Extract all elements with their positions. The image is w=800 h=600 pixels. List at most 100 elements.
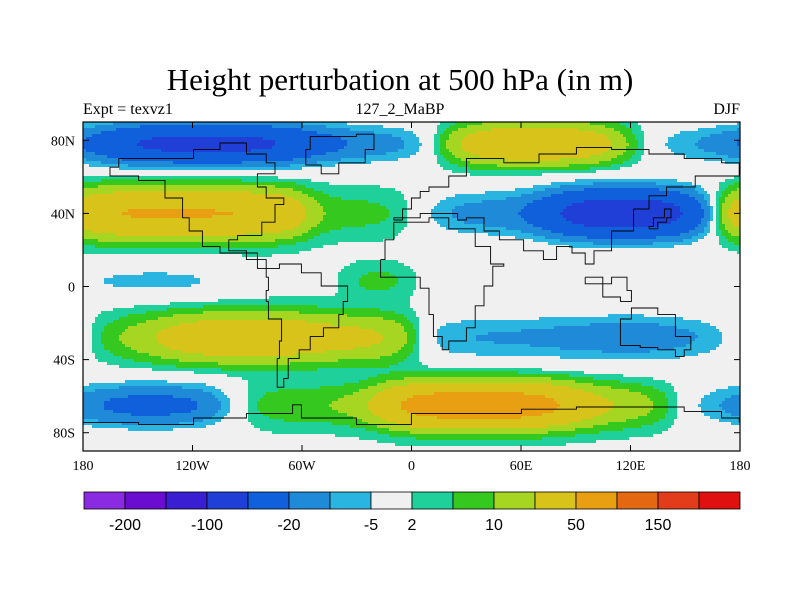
- field-cell: [86, 143, 89, 146]
- field-cell: [317, 140, 320, 143]
- field-cell: [125, 134, 128, 137]
- field-cell: [392, 131, 395, 134]
- field-cell: [614, 140, 617, 143]
- field-cell: [677, 128, 680, 131]
- field-cell: [218, 134, 221, 137]
- field-cell: [278, 131, 281, 134]
- field-cell: [320, 140, 323, 143]
- field-cell: [113, 131, 116, 134]
- field-cell: [95, 134, 98, 137]
- field-cell: [275, 131, 278, 134]
- field-cell: [230, 137, 233, 140]
- field-cell: [302, 140, 305, 143]
- field-cell: [311, 137, 314, 140]
- field-cell: [233, 137, 236, 140]
- field-cell: [497, 137, 500, 140]
- field-cell: [473, 134, 476, 137]
- field-cell: [224, 134, 227, 137]
- field-cell: [185, 131, 188, 134]
- field-cell: [728, 137, 731, 140]
- field-cell: [101, 140, 104, 143]
- field-cell: [140, 134, 143, 137]
- field-cell: [104, 134, 107, 137]
- field-cell: [449, 137, 452, 140]
- field-cell: [275, 128, 278, 131]
- field-cell: [305, 128, 308, 131]
- field-cell: [203, 143, 206, 146]
- field-cell: [344, 137, 347, 140]
- field-cell: [137, 134, 140, 137]
- field-cell: [269, 134, 272, 137]
- field-cell: [620, 125, 623, 128]
- field-cell: [647, 128, 650, 131]
- field-cell: [122, 128, 125, 131]
- field-cell: [500, 140, 503, 143]
- field-cell: [620, 140, 623, 143]
- field-cell: [374, 137, 377, 140]
- field-cell: [572, 134, 575, 137]
- field-cell: [203, 140, 206, 143]
- field-cell: [392, 128, 395, 131]
- field-cell: [650, 131, 653, 134]
- field-cell: [569, 125, 572, 128]
- field-cell: [164, 140, 167, 143]
- field-cell: [575, 140, 578, 143]
- field-cell: [302, 134, 305, 137]
- field-cell: [671, 134, 674, 137]
- field-cell: [308, 137, 311, 140]
- field-cell: [665, 125, 668, 128]
- field-cell: [89, 137, 92, 140]
- field-cell: [281, 137, 284, 140]
- field-cell: [638, 140, 641, 143]
- field-cell: [545, 125, 548, 128]
- field-cell: [350, 125, 353, 128]
- field-cell: [455, 134, 458, 137]
- field-cell: [344, 128, 347, 131]
- field-cell: [260, 131, 263, 134]
- field-cell: [527, 134, 530, 137]
- field-cell: [146, 131, 149, 134]
- field-cell: [386, 140, 389, 143]
- field-cell: [248, 125, 251, 128]
- field-cell: [230, 125, 233, 128]
- field-cell: [488, 143, 491, 146]
- field-cell: [575, 134, 578, 137]
- field-cell: [266, 140, 269, 143]
- field-cell: [431, 128, 434, 131]
- field-cell: [119, 125, 122, 128]
- field-cell: [473, 143, 476, 146]
- field-cell: [137, 140, 140, 143]
- field-cell: [419, 134, 422, 137]
- field-cell: [119, 131, 122, 134]
- field-cell: [248, 134, 251, 137]
- field-cell: [179, 131, 182, 134]
- field-cell: [716, 137, 719, 140]
- field-cell: [569, 137, 572, 140]
- field-cell: [464, 137, 467, 140]
- field-cell: [344, 143, 347, 146]
- field-cell: [329, 134, 332, 137]
- field-cell: [593, 134, 596, 137]
- field-cell: [137, 128, 140, 131]
- field-cell: [566, 140, 569, 143]
- field-cell: [662, 131, 665, 134]
- field-cell: [203, 134, 206, 137]
- field-cell: [725, 128, 728, 131]
- field-cell: [383, 140, 386, 143]
- field-cell: [260, 140, 263, 143]
- field-cell: [188, 128, 191, 131]
- field-cell: [314, 140, 317, 143]
- field-cell: [548, 134, 551, 137]
- field-cell: [215, 128, 218, 131]
- field-cell: [428, 143, 431, 146]
- field-cell: [722, 134, 725, 137]
- field-cell: [545, 134, 548, 137]
- field-cell: [674, 140, 677, 143]
- field-cell: [728, 125, 731, 128]
- field-cell: [233, 143, 236, 146]
- field-cell: [164, 125, 167, 128]
- field-cell: [422, 125, 425, 128]
- field-cell: [557, 128, 560, 131]
- field-cell: [437, 125, 440, 128]
- field-cell: [164, 131, 167, 134]
